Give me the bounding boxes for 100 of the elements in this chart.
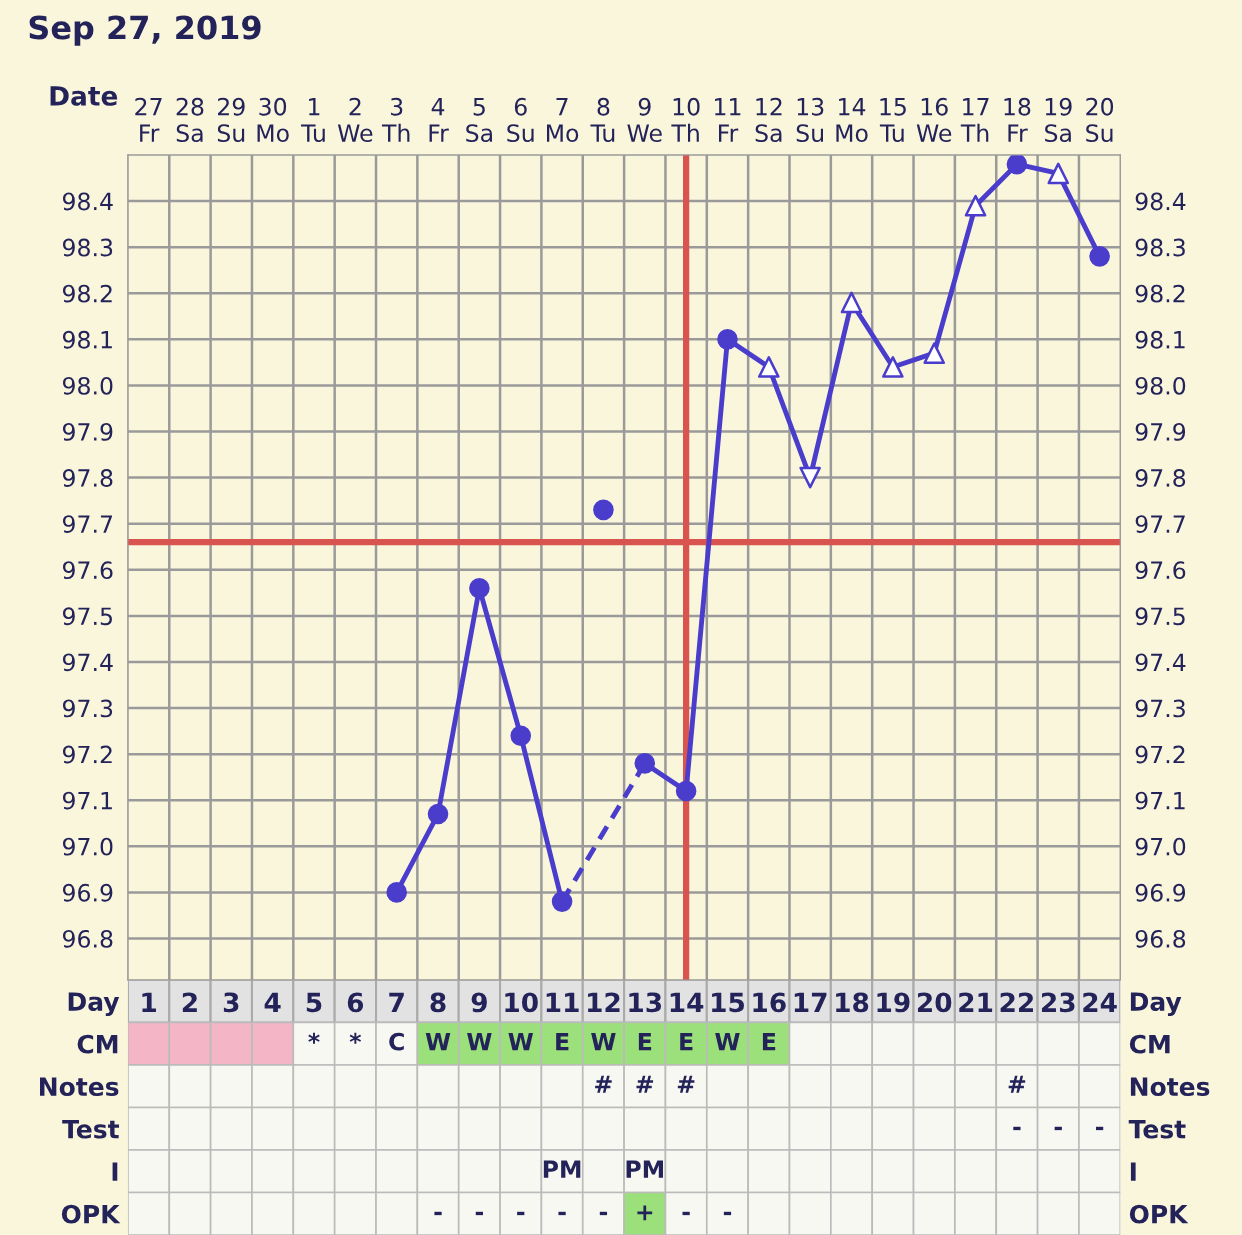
y-tick-label: 97.8 [62, 469, 113, 487]
y2-tick-label: 98.2 [1135, 284, 1185, 303]
text: W [467, 1033, 492, 1051]
text: - [1054, 1126, 1062, 1131]
x-tick-label: 29 Su [217, 97, 245, 143]
y-tick-label: CM [77, 1034, 118, 1054]
y-tick-label: 98.1 [62, 330, 112, 349]
x-tick-label: 5 [306, 992, 322, 1013]
chart-title: Sep 27, 2019 [29, 15, 261, 46]
text: - [599, 1211, 608, 1216]
text: - [1095, 1126, 1104, 1131]
x-tick-label: 7 [389, 992, 404, 1012]
y-tick-label: 98.2 [62, 284, 112, 303]
text: # [1008, 1075, 1026, 1093]
y2-tick-label: 97.4 [1135, 653, 1186, 672]
x-tick-label: 18 Fr [1004, 97, 1031, 142]
x-tick-label: 1 [142, 992, 156, 1012]
x-axis-title: Day [68, 992, 120, 1017]
x-tick-label: 3 Th [381, 97, 410, 142]
point [923, 342, 946, 364]
y-tick-label: Test [62, 1120, 120, 1139]
x-tick-label: 17 [794, 992, 827, 1012]
text: W [425, 1033, 451, 1051]
x-axis-title: Date [50, 86, 118, 106]
x-tick-label: 10 [505, 992, 538, 1013]
y2-tick-label: 97.2 [1135, 745, 1185, 764]
x-tick-label: 14 Mo [836, 98, 868, 143]
x-tick-label: 6 Su [507, 97, 534, 143]
y-tick-label: 97.1 [62, 791, 112, 810]
point [799, 466, 821, 489]
y-tick-label: 96.8 [62, 929, 113, 948]
x-tick-label: 13 [629, 992, 662, 1013]
text: * [349, 1032, 362, 1044]
x-tick-label: 23 [1041, 992, 1075, 1013]
point [758, 356, 780, 378]
y-tick-label: 98.3 [62, 238, 113, 257]
x-tick-label: 16 [753, 992, 786, 1013]
point [634, 753, 656, 774]
point [386, 882, 407, 903]
x-tick-label: 15 [712, 992, 744, 1013]
y2-tick-label: 98.1 [1135, 330, 1185, 349]
y2-tick-label: 97.8 [1135, 469, 1186, 487]
y2-tick-label: 98.4 [1135, 192, 1186, 211]
text: E [762, 1033, 776, 1051]
x-tick-label: 4 Fr [429, 98, 449, 142]
point [1006, 154, 1028, 175]
x-tick-label: 11 [546, 992, 579, 1012]
text: E [680, 1033, 693, 1051]
text: + [637, 1205, 653, 1221]
x-tick-label: 16 We [916, 97, 952, 143]
point [675, 780, 697, 802]
point [510, 725, 532, 747]
x-tick-label: 12 [588, 992, 620, 1012]
x-tick-label: 8 [430, 992, 446, 1013]
x-tick-label: 7 Mo [546, 98, 579, 143]
y-tick-label: 97.7 [62, 515, 113, 533]
y-tick-label: 97.3 [62, 699, 113, 718]
y2-tick-label: 97.5 [1135, 607, 1185, 626]
x-tick-label: 20 Su [1086, 97, 1114, 143]
x-tick-label: 6 [347, 992, 364, 1013]
y2-tick-label: 97.9 [1135, 422, 1186, 441]
x-tick-label: 19 [877, 992, 910, 1013]
point [964, 194, 987, 217]
y2-tick-label: Test [1128, 1120, 1186, 1139]
text: # [636, 1075, 654, 1093]
x-tick-label: 4 [264, 992, 281, 1012]
text: * [308, 1032, 320, 1044]
x-tick-label: 1 Tu [301, 98, 325, 143]
x-tick-label: 10 Th [671, 97, 700, 142]
y2-tick-label: I [1130, 1162, 1136, 1181]
y2-tick-label: 98.3 [1135, 238, 1185, 257]
text: W [508, 1033, 534, 1051]
x-tick-label: 2 [182, 992, 197, 1012]
x-tick-label: 13 Su [796, 97, 824, 143]
y2-tick-label: 97.0 [1135, 837, 1186, 856]
y-tick-label: 97.0 [62, 837, 113, 856]
x-tick-label: 19 Sa [1045, 97, 1072, 143]
text: - [475, 1211, 484, 1216]
y-tick-label: OPK [61, 1204, 121, 1224]
x-tick-label: 28 Sa [176, 97, 204, 143]
text: - [682, 1211, 690, 1216]
text: C [389, 1032, 404, 1051]
y2-tick-label: 97.7 [1135, 515, 1185, 533]
text: E [556, 1033, 569, 1051]
text: W [715, 1033, 740, 1051]
y-tick-label: 98.4 [62, 192, 113, 211]
point [840, 291, 863, 314]
y-tick-label: I [112, 1162, 118, 1181]
y2-tick-label: OPK [1129, 1204, 1189, 1224]
y-tick-label: 98.0 [62, 376, 113, 395]
y2-tick-label: 97.6 [1135, 561, 1186, 580]
x-tick-label: 17 Th [960, 98, 989, 142]
y-tick-label: 97.9 [62, 422, 113, 441]
x-tick-label: 5 Sa [466, 98, 492, 143]
x-tick-label: 21 [959, 992, 993, 1012]
point [1047, 162, 1070, 185]
point [469, 577, 490, 599]
x-tick-label: 15 Tu [879, 98, 906, 143]
point [427, 803, 449, 825]
x-tick-label: 22 [1000, 992, 1033, 1012]
